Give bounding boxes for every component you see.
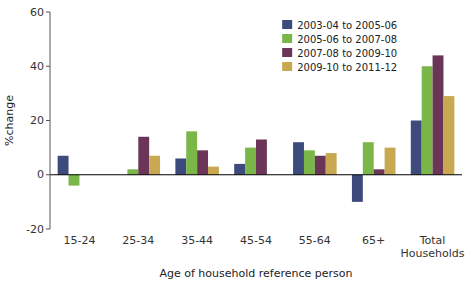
bar [433,55,444,174]
x-tick-label-line: Households [401,247,465,260]
x-tick-label: 55-64 [299,234,331,247]
legend-label: 2007-08 to 2009-10 [297,48,397,59]
bar [58,156,69,175]
legend-label: 2005-06 to 2007-08 [297,34,397,45]
y-tick-label: -20 [26,223,44,236]
x-tick-label-line: 15-24 [63,234,95,247]
y-tick [46,229,50,230]
x-tick-label: TotalHouseholds [401,234,465,260]
bar [374,169,385,174]
x-tick-label: 45-54 [240,234,272,247]
bar [422,66,433,175]
bar [127,169,138,174]
y-tick-label: 60 [30,6,44,19]
legend: 2003-04 to 2005-06 2005-06 to 2007-08 2007… [282,20,397,73]
x-tick-label-line: 25-34 [122,234,154,247]
x-tick-label-line: 35-44 [181,234,213,247]
y-tick-label: 40 [30,60,44,73]
y-axis-label: %change [3,95,16,146]
bar [69,175,80,186]
bar [234,164,245,175]
bar [326,153,337,175]
bar [293,142,304,175]
bar [208,167,219,175]
x-tick-label-line: Total [419,234,446,247]
x-tick-label: 35-44 [181,234,213,247]
bar [149,156,160,175]
bar [256,139,267,174]
legend-swatch [282,34,292,43]
bar [245,148,256,175]
bar [385,148,396,175]
x-tick-label-line: 55-64 [299,234,331,247]
y-tick [46,120,50,121]
bar [315,156,326,175]
bar [411,121,422,175]
bar [175,158,186,174]
y-tick-label: 0 [37,168,44,181]
bar [304,150,315,174]
legend-label: 2003-04 to 2005-06 [297,20,397,31]
bar [352,175,363,202]
legend-swatch [282,20,292,29]
y-tick [46,66,50,67]
x-tick-label-line: 65+ [362,234,385,247]
bar [138,137,149,175]
chart: -20 0 20 40 60 15-24 25-34 35-44 45-54 55-64 65+ To… [0,0,472,283]
legend-swatch [282,62,292,71]
chart-container: -20 0 20 40 60 15-24 25-34 35-44 45-54 55-64 65+ To… [0,0,472,283]
legend-swatch [282,48,292,57]
x-tick-label: 15-24 [63,234,95,247]
bar [363,142,374,175]
legend-label: 2009-10 to 2011-12 [297,62,397,73]
zero-line [50,174,462,175]
x-tick-label-line: 45-54 [240,234,272,247]
y-tick [46,12,50,13]
x-tick-label: 25-34 [122,234,154,247]
x-tick-label: 65+ [362,234,385,247]
bar [186,131,197,174]
y-tick-label: 20 [30,114,44,127]
bar [197,150,208,174]
bars [58,55,455,201]
y-tick [46,174,50,175]
x-axis-label: Age of household reference person [159,267,352,280]
bar [443,96,454,175]
